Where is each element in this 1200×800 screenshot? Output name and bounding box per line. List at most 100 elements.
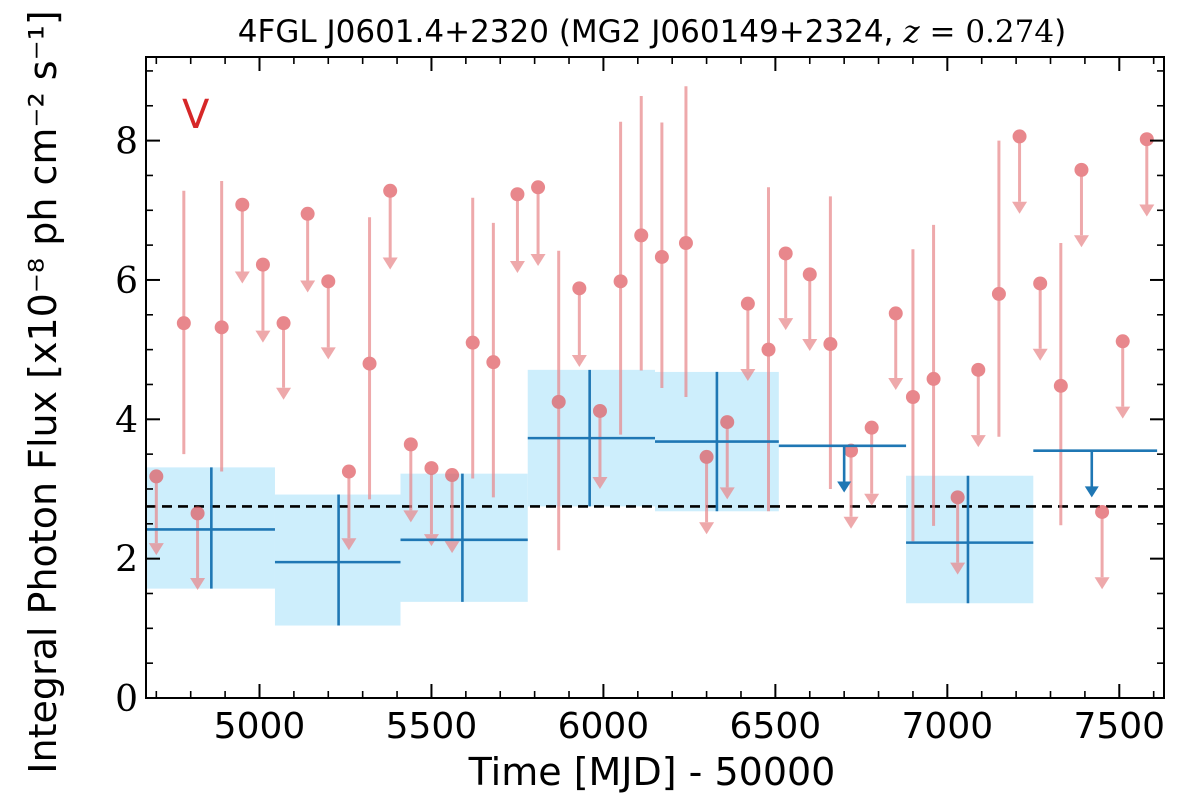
upper-limit-arrow <box>530 254 546 267</box>
fine-limit-marker <box>802 267 817 282</box>
fine-upper-limit <box>699 449 715 535</box>
fine-limit-marker <box>1074 162 1089 177</box>
x-axis-label: Time [MJD] - 50000 <box>468 750 836 794</box>
fine-upper-limit <box>864 420 880 506</box>
fine-upper-limit <box>802 267 818 352</box>
fine-detection-marker <box>362 356 377 371</box>
upper-limit-arrow <box>444 541 460 554</box>
fine-upper-limit <box>1032 276 1048 361</box>
y-tick-label: 0 <box>115 679 138 720</box>
coarse-bin-band <box>906 475 1034 604</box>
panel-label: V <box>182 92 210 138</box>
upper-limit-arrow <box>1073 235 1089 248</box>
upper-limit-arrow <box>1094 577 1110 590</box>
fine-detection <box>654 122 669 388</box>
x-tick-label: 6500 <box>730 706 822 747</box>
coarse-bin-band <box>400 473 528 602</box>
fine-upper-limit <box>255 257 271 343</box>
upper-limit-arrow <box>509 260 525 273</box>
fine-upper-limit <box>234 197 250 284</box>
fine-upper-limit <box>341 464 357 551</box>
fine-detection <box>176 190 191 455</box>
fine-upper-limit <box>970 362 986 448</box>
fine-limit-marker <box>950 490 965 505</box>
coarse-detection <box>274 494 401 626</box>
fine-limit-marker <box>888 306 903 321</box>
upper-limit-arrow <box>699 522 715 535</box>
upper-limit-arrow <box>341 538 357 551</box>
fine-limit-marker <box>403 437 418 452</box>
fine-upper-limit <box>276 316 292 400</box>
fine-upper-limit <box>382 183 398 270</box>
fine-detection-marker <box>761 342 776 357</box>
fine-limit-marker <box>1095 504 1110 519</box>
fine-upper-limit <box>530 180 546 267</box>
fine-detection <box>678 86 693 398</box>
fine-limit-marker <box>592 403 607 418</box>
upper-limit-arrow <box>970 435 986 448</box>
fine-upper-limit <box>1115 334 1131 419</box>
upper-limit-arrow <box>1032 348 1048 361</box>
upper-limit-arrow <box>864 493 880 506</box>
fine-upper-limit <box>1073 162 1089 248</box>
fine-limit-marker <box>510 187 525 202</box>
fine-detection <box>613 121 628 435</box>
fine-bin-points <box>148 86 1155 591</box>
fine-detection-marker <box>551 394 566 409</box>
fine-limit-marker <box>1139 132 1154 147</box>
fine-limit-marker <box>1012 129 1027 144</box>
upper-limit-arrow <box>1139 204 1155 217</box>
upper-limit-arrow <box>843 516 859 529</box>
fine-detection-marker <box>634 228 649 243</box>
fine-upper-limit <box>403 437 419 523</box>
fine-detection-marker <box>1053 378 1068 393</box>
plot-frame <box>145 56 1165 699</box>
fine-upper-limit <box>592 403 608 489</box>
coarse-upper-limit <box>778 444 907 493</box>
fine-detection <box>926 224 941 526</box>
fine-limit-marker <box>720 415 735 430</box>
fine-limit-marker <box>300 206 315 221</box>
fine-upper-limit <box>740 296 756 381</box>
fine-detection-marker <box>991 286 1006 301</box>
chart-title: 4FGL J0601.4+2320 (MG2 J060149+2324, z =… <box>238 14 1066 50</box>
coarse-detection <box>906 475 1034 604</box>
upper-limit-arrow <box>950 562 966 575</box>
x-tick-label: 5000 <box>214 706 306 747</box>
fine-upper-limit <box>509 187 525 273</box>
fine-limit-marker <box>531 180 546 195</box>
coarse-detection <box>400 473 528 602</box>
fine-detection-marker <box>176 316 191 331</box>
upper-limit-arrow <box>778 318 794 331</box>
upper-limit-arrow <box>403 510 419 523</box>
upper-limit-arrow <box>571 355 587 368</box>
fine-detection-marker <box>214 320 229 335</box>
x-tick-label: 5500 <box>386 706 478 747</box>
upper-limit-arrow <box>300 280 316 293</box>
fine-detection-marker <box>613 274 628 289</box>
fine-detection <box>761 187 776 512</box>
coarse-detection <box>146 467 275 589</box>
fine-limit-marker <box>445 468 460 483</box>
upper-limit-arrow <box>719 487 735 500</box>
fine-upper-limit <box>148 469 164 556</box>
upper-limit-arrow <box>802 339 818 352</box>
fine-upper-limit <box>888 306 904 391</box>
fine-upper-limit <box>300 206 316 293</box>
fine-detection <box>465 197 480 479</box>
upper-limit-arrow <box>1012 201 1028 214</box>
fine-upper-limit <box>1139 132 1155 217</box>
fine-upper-limit <box>444 468 460 554</box>
x-tick-label: 6000 <box>558 706 650 747</box>
x-tick-label: 7500 <box>1073 706 1165 747</box>
upper-limit-arrow <box>276 387 292 400</box>
fine-detection-marker <box>486 355 501 370</box>
fine-detection <box>551 250 566 551</box>
y-tick-label: 8 <box>115 122 138 163</box>
upper-limit-arrow <box>234 271 250 284</box>
fine-limit-marker <box>699 449 714 464</box>
fine-detection <box>634 96 649 371</box>
fine-detection <box>823 196 838 489</box>
fine-limit-marker <box>190 506 205 521</box>
fine-limit-marker <box>276 316 291 331</box>
